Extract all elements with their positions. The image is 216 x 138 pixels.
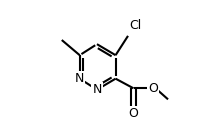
Text: O: O bbox=[129, 107, 138, 120]
Text: O: O bbox=[148, 82, 158, 95]
Text: Cl: Cl bbox=[129, 19, 142, 32]
Text: N: N bbox=[75, 72, 84, 85]
Text: N: N bbox=[92, 83, 102, 96]
